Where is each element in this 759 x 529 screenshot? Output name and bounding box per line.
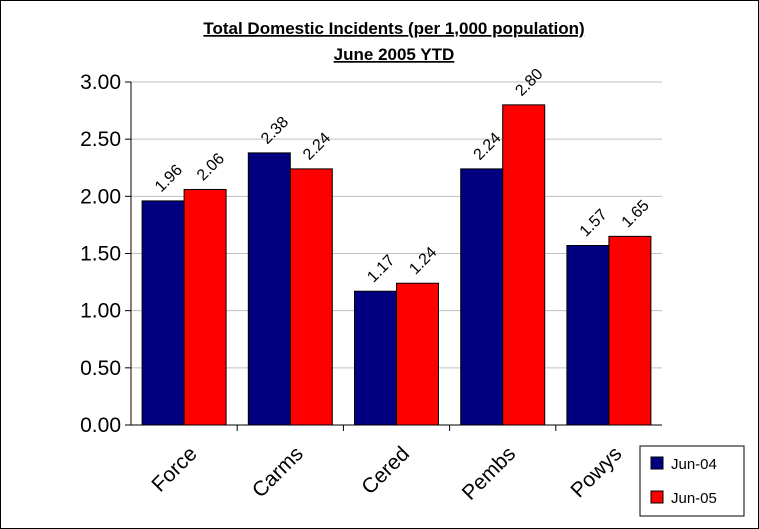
axes: [125, 81, 662, 431]
legend: Jun-04 Jun-05: [639, 445, 745, 517]
legend-swatch-jun-05: [650, 490, 664, 504]
bar-jun-05-carms: [289, 168, 333, 426]
bar-jun-04-cered: [354, 290, 397, 426]
bar-jun-04-pembs: [460, 168, 504, 426]
bar-jun-05-pembs: [502, 104, 546, 426]
y-tick-label: 1.00: [80, 300, 121, 323]
y-tick-label: 0.50: [80, 357, 121, 380]
x-category-label-powys: Powys: [566, 442, 626, 502]
x-category-label-carms: Carms: [248, 442, 308, 502]
y-tick-label: 1.50: [80, 243, 121, 266]
y-tick-labels: 0.00 0.50 1.00 1.50 2.00 2.50 3.00: [80, 71, 121, 437]
x-category-label-force: Force: [147, 442, 201, 496]
bar-jun-05-force: [183, 188, 227, 426]
legend-label-jun-04: Jun-04: [671, 456, 717, 473]
bars: [141, 104, 652, 426]
bar-jun-04-powys: [566, 244, 610, 426]
x-category-label-cered: Cered: [357, 442, 414, 499]
legend-label-jun-05: Jun-05: [671, 490, 717, 507]
y-tick-label: 3.00: [80, 71, 121, 94]
legend-box: [639, 445, 745, 517]
bar-jun-04-carms: [247, 152, 291, 426]
x-category-label-pembs: Pembs: [458, 442, 520, 504]
bar-jun-05-powys: [608, 235, 652, 426]
chart-title: Total Domestic Incidents (per 1,000 popu…: [203, 19, 584, 38]
y-tick-label: 2.50: [80, 128, 121, 151]
bar-jun-05-cered: [396, 282, 439, 426]
x-category-labels: Force Carms Cered Pembs Powys: [147, 442, 626, 504]
chart-subtitle: June 2005 YTD: [334, 45, 455, 64]
y-tick-label: 0.00: [80, 414, 121, 437]
y-tick-label: 2.00: [80, 185, 121, 208]
bar-jun-04-force: [141, 200, 185, 426]
legend-swatch-jun-04: [650, 456, 664, 470]
